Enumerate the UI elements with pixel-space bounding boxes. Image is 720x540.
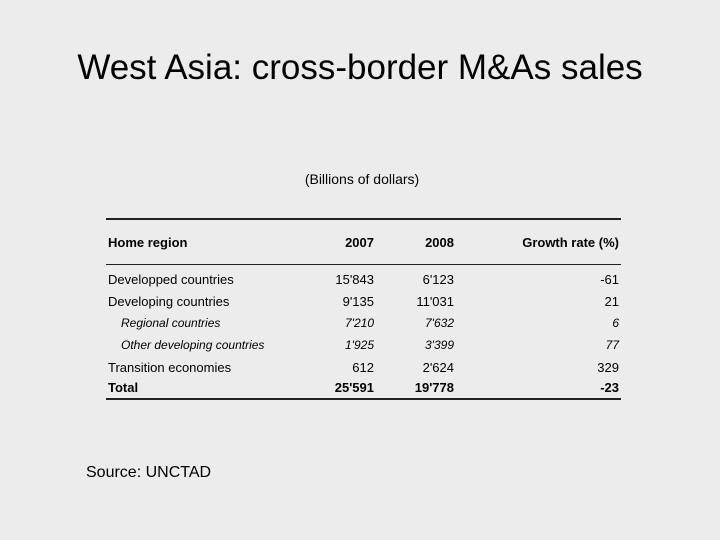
cell-region: Other developing countries bbox=[121, 338, 265, 352]
cell-2008: 6'123 bbox=[422, 271, 454, 287]
table-row: Developing countries 9'135 11'031 21 bbox=[106, 290, 621, 312]
cell-2007: 7'210 bbox=[345, 316, 374, 330]
cell-2007: 1'925 bbox=[345, 338, 374, 352]
cell-2007: 612 bbox=[352, 359, 374, 375]
table-subrow: Other developing countries 1'925 3'399 7… bbox=[106, 334, 621, 356]
cell-2008: 11'031 bbox=[416, 293, 454, 309]
cell-region: Total bbox=[108, 379, 139, 395]
cell-growth: -23 bbox=[600, 379, 619, 395]
table-row: Transition economies 612 2'624 329 bbox=[106, 356, 621, 378]
cell-2008: 3'399 bbox=[425, 338, 454, 352]
header-2008: 2008 bbox=[425, 234, 454, 250]
table-total-row: Total 25'591 19'778 -23 bbox=[106, 378, 621, 398]
slide-title: West Asia: cross-border M&As sales bbox=[77, 48, 643, 87]
cell-region: Developing countries bbox=[108, 293, 230, 309]
cell-region: Developped countries bbox=[108, 271, 234, 287]
cell-growth: -61 bbox=[600, 271, 619, 287]
header-2007: 2007 bbox=[345, 234, 374, 250]
cell-2007: 25'591 bbox=[334, 379, 374, 395]
ma-sales-table: Home region 2007 2008 Growth rate (%) De… bbox=[106, 220, 621, 398]
cell-growth: 329 bbox=[597, 359, 619, 375]
cell-growth: 77 bbox=[605, 338, 619, 352]
cell-growth: 21 bbox=[604, 293, 619, 309]
header-home-region: Home region bbox=[108, 234, 188, 250]
cell-growth: 6 bbox=[612, 316, 619, 330]
cell-region: Transition economies bbox=[108, 359, 232, 375]
cell-region: Regional countries bbox=[121, 316, 221, 330]
table-header-row: Home region 2007 2008 Growth rate (%) bbox=[106, 220, 621, 265]
data-table-container: Home region 2007 2008 Growth rate (%) De… bbox=[106, 218, 621, 400]
header-growth-rate: Growth rate (%) bbox=[522, 234, 619, 250]
cell-2008: 19'778 bbox=[414, 379, 454, 395]
cell-2008: 2'624 bbox=[422, 359, 454, 375]
cell-2007: 9'135 bbox=[342, 293, 374, 309]
cell-2007: 15'843 bbox=[335, 271, 374, 287]
source-note: Source: UNCTAD bbox=[86, 464, 212, 481]
table-row: Developped countries 15'843 6'123 -61 bbox=[106, 265, 621, 291]
cell-2008: 7'632 bbox=[425, 316, 454, 330]
table-subtitle: (Billions of dollars) bbox=[304, 171, 420, 187]
table-subrow: Regional countries 7'210 7'632 6 bbox=[106, 312, 621, 334]
